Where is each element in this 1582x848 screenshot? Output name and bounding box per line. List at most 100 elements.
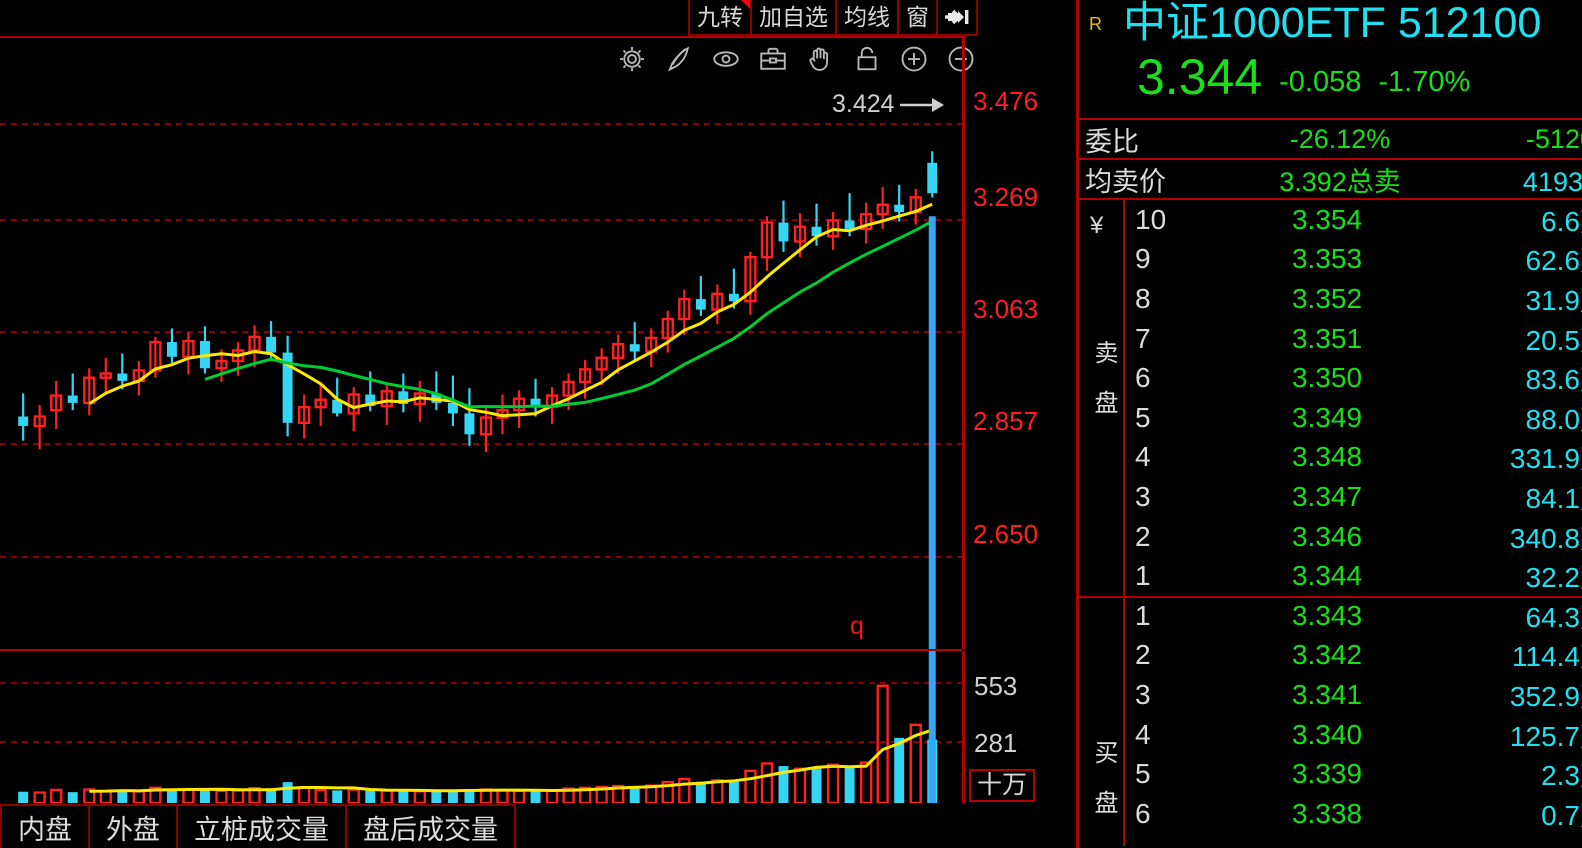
chart-pane: 九转 加自选 均线 窗 (0, 0, 1076, 848)
order-level: 3 (1135, 678, 1151, 710)
order-level: 3 (1135, 480, 1151, 512)
last-price-row: 3.344 -0.058 -1.70% (1137, 52, 1470, 102)
order-level: 7 (1135, 322, 1151, 354)
order-volume: 114.4万 (1512, 641, 1582, 673)
high-price-value: 3.424 (832, 90, 895, 118)
price-axis-tick: 3.063 (973, 294, 1039, 324)
sell-order-row[interactable]: 1 3.344 32.2万 (1125, 556, 1582, 596)
hand-icon[interactable] (805, 44, 835, 74)
tab-pile-volume[interactable]: 立桩成交量 (178, 806, 347, 848)
order-price: 3.342 (1291, 639, 1363, 671)
tab-outer-volume[interactable]: 外盘 (90, 806, 178, 848)
order-volume: 32.2万 (1525, 562, 1582, 594)
toolbar-button-moving-average[interactable]: 均线 (835, 0, 897, 34)
sell-order-row[interactable]: 7 3.351 20.5万 (1125, 319, 1582, 359)
bottom-tab-bar: 内盘 外盘 立桩成交量 盘后成交量 (0, 804, 516, 848)
toolbar-button-window[interactable]: 窗 (897, 0, 936, 34)
avg-sell-price-label: 均卖价 (1085, 166, 1166, 197)
buy-order-row[interactable]: 5 3.339 2.3万 (1125, 754, 1582, 794)
tab-after-hours-volume[interactable]: 盘后成交量 (347, 806, 516, 848)
order-volume: 352.9万 (1509, 680, 1582, 712)
buy-order-row[interactable]: 2 3.342 114.4万 (1125, 636, 1582, 676)
sell-order-row[interactable]: 2 3.346 340.8万 (1125, 517, 1582, 557)
tab-label: 外盘 (106, 814, 160, 845)
buy-order-row[interactable]: 6 3.338 0.7万 (1125, 794, 1582, 834)
toolbox-icon[interactable] (758, 44, 788, 74)
pen-icon[interactable] (664, 44, 694, 74)
order-volume: 83.6万 (1525, 364, 1582, 396)
sell-order-row[interactable]: 3 3.347 84.1万 (1125, 477, 1582, 517)
buy-side-label: 买盘 (1090, 740, 1117, 840)
order-book: ¥ 卖盘 买盘 10 3.354 6.6万 9 3.353 62.6万 8 3.352 31.9… (1079, 200, 1582, 846)
order-volume: 0.7万 (1541, 799, 1582, 831)
lock-icon[interactable] (852, 44, 882, 74)
buy-order-row[interactable]: 3 3.341 352.9万 (1125, 675, 1582, 715)
tab-label: 盘后成交量 (363, 814, 498, 845)
avg-sell-price-row: 均卖价 3.392总卖 4193万 (1079, 160, 1582, 200)
sell-order-row[interactable]: 5 3.349 88.0万 (1125, 398, 1582, 438)
currency-icon: ¥ (1090, 212, 1104, 239)
arrow-right-icon (899, 97, 944, 112)
order-level: 2 (1135, 639, 1151, 671)
volume-chart-plot[interactable] (0, 651, 962, 803)
price-axis: 3.476 3.269 3.063 2.857 2.650 (962, 36, 1076, 649)
order-level: 5 (1135, 401, 1151, 433)
volume-chart-svg (0, 651, 962, 803)
sell-order-row[interactable]: 6 3.350 83.6万 (1125, 358, 1582, 398)
sell-order-row[interactable]: 9 3.353 62.6万 (1125, 240, 1582, 280)
security-name[interactable]: 中证1000ETF 512100 (1123, 0, 1542, 47)
volume-axis-tick: 281 (974, 728, 1018, 758)
order-ratio-label: 委比 (1085, 126, 1139, 157)
order-price: 3.341 (1291, 678, 1363, 710)
toolbar-button-add-watchlist[interactable]: 加自选 (750, 0, 835, 34)
order-price: 3.343 (1291, 599, 1363, 631)
order-ratio-value: -26.12% (1289, 123, 1391, 154)
last-price: 3.344 (1137, 49, 1263, 105)
order-level: 4 (1135, 441, 1151, 473)
tab-inner-volume[interactable]: 内盘 (0, 806, 90, 848)
order-ratio-row: 委比 -26.12% -51206 (1079, 120, 1582, 160)
order-volume: 84.1万 (1525, 482, 1582, 514)
change-percent: -1.70% (1378, 66, 1471, 98)
q-marker-label: q (850, 612, 864, 640)
order-price: 3.346 (1291, 520, 1363, 552)
toolbar-button-label: 加自选 (759, 3, 828, 30)
order-price: 3.352 (1291, 282, 1363, 314)
price-chart-svg (0, 123, 962, 649)
avg-sell-price-value: 3.392总卖 (1279, 166, 1401, 197)
buy-order-row[interactable]: 1 3.343 64.3万 (1125, 596, 1582, 636)
price-chart-plot[interactable] (0, 36, 962, 649)
price-axis-tick: 2.857 (973, 406, 1039, 436)
order-level: 8 (1135, 282, 1151, 314)
volume-axis: 553 281 十万 (962, 651, 1076, 803)
gear-icon[interactable] (617, 44, 647, 74)
toolbar-button-label: 均线 (844, 3, 890, 30)
quote-header: R 中证1000ETF 512100 3.344 -0.058 -1.70% (1079, 0, 1582, 120)
sell-order-row[interactable]: 4 3.348 331.9万 (1125, 438, 1582, 478)
order-book-rows: 10 3.354 6.6万 9 3.353 62.6万 8 3.352 31.9万 7 3.351 2… (1125, 200, 1582, 846)
toolbar-button-jump-to-end[interactable] (936, 0, 978, 34)
tab-label: 内盘 (18, 814, 72, 845)
volume-axis-tick: 553 (974, 671, 1018, 701)
toolbar-button-jiuzhuan[interactable]: 九转 (688, 0, 750, 34)
order-level: 1 (1135, 560, 1151, 592)
chart-toolbar: 九转 加自选 均线 窗 (688, 0, 978, 36)
order-level: 9 (1135, 243, 1151, 275)
price-axis-tick: 2.650 (973, 519, 1039, 549)
order-price: 3.340 (1291, 718, 1363, 750)
order-price: 3.344 (1291, 560, 1363, 592)
buy-order-row[interactable]: 4 3.340 125.7万 (1125, 715, 1582, 755)
eye-icon[interactable] (711, 44, 741, 74)
zoom-out-icon[interactable] (946, 44, 976, 74)
sell-order-row[interactable]: 10 3.354 6.6万 (1125, 200, 1582, 240)
order-level: 6 (1135, 362, 1151, 394)
order-volume: 331.9万 (1509, 443, 1582, 475)
order-price: 3.347 (1291, 480, 1363, 512)
order-price: 3.338 (1291, 797, 1363, 829)
order-book-rail: ¥ 卖盘 买盘 (1079, 200, 1125, 846)
order-price: 3.349 (1291, 401, 1363, 433)
order-level: 2 (1135, 520, 1151, 552)
zoom-in-icon[interactable] (899, 44, 929, 74)
sell-order-row[interactable]: 8 3.352 31.9万 (1125, 279, 1582, 319)
volume-unit-label: 十万 (969, 769, 1036, 802)
